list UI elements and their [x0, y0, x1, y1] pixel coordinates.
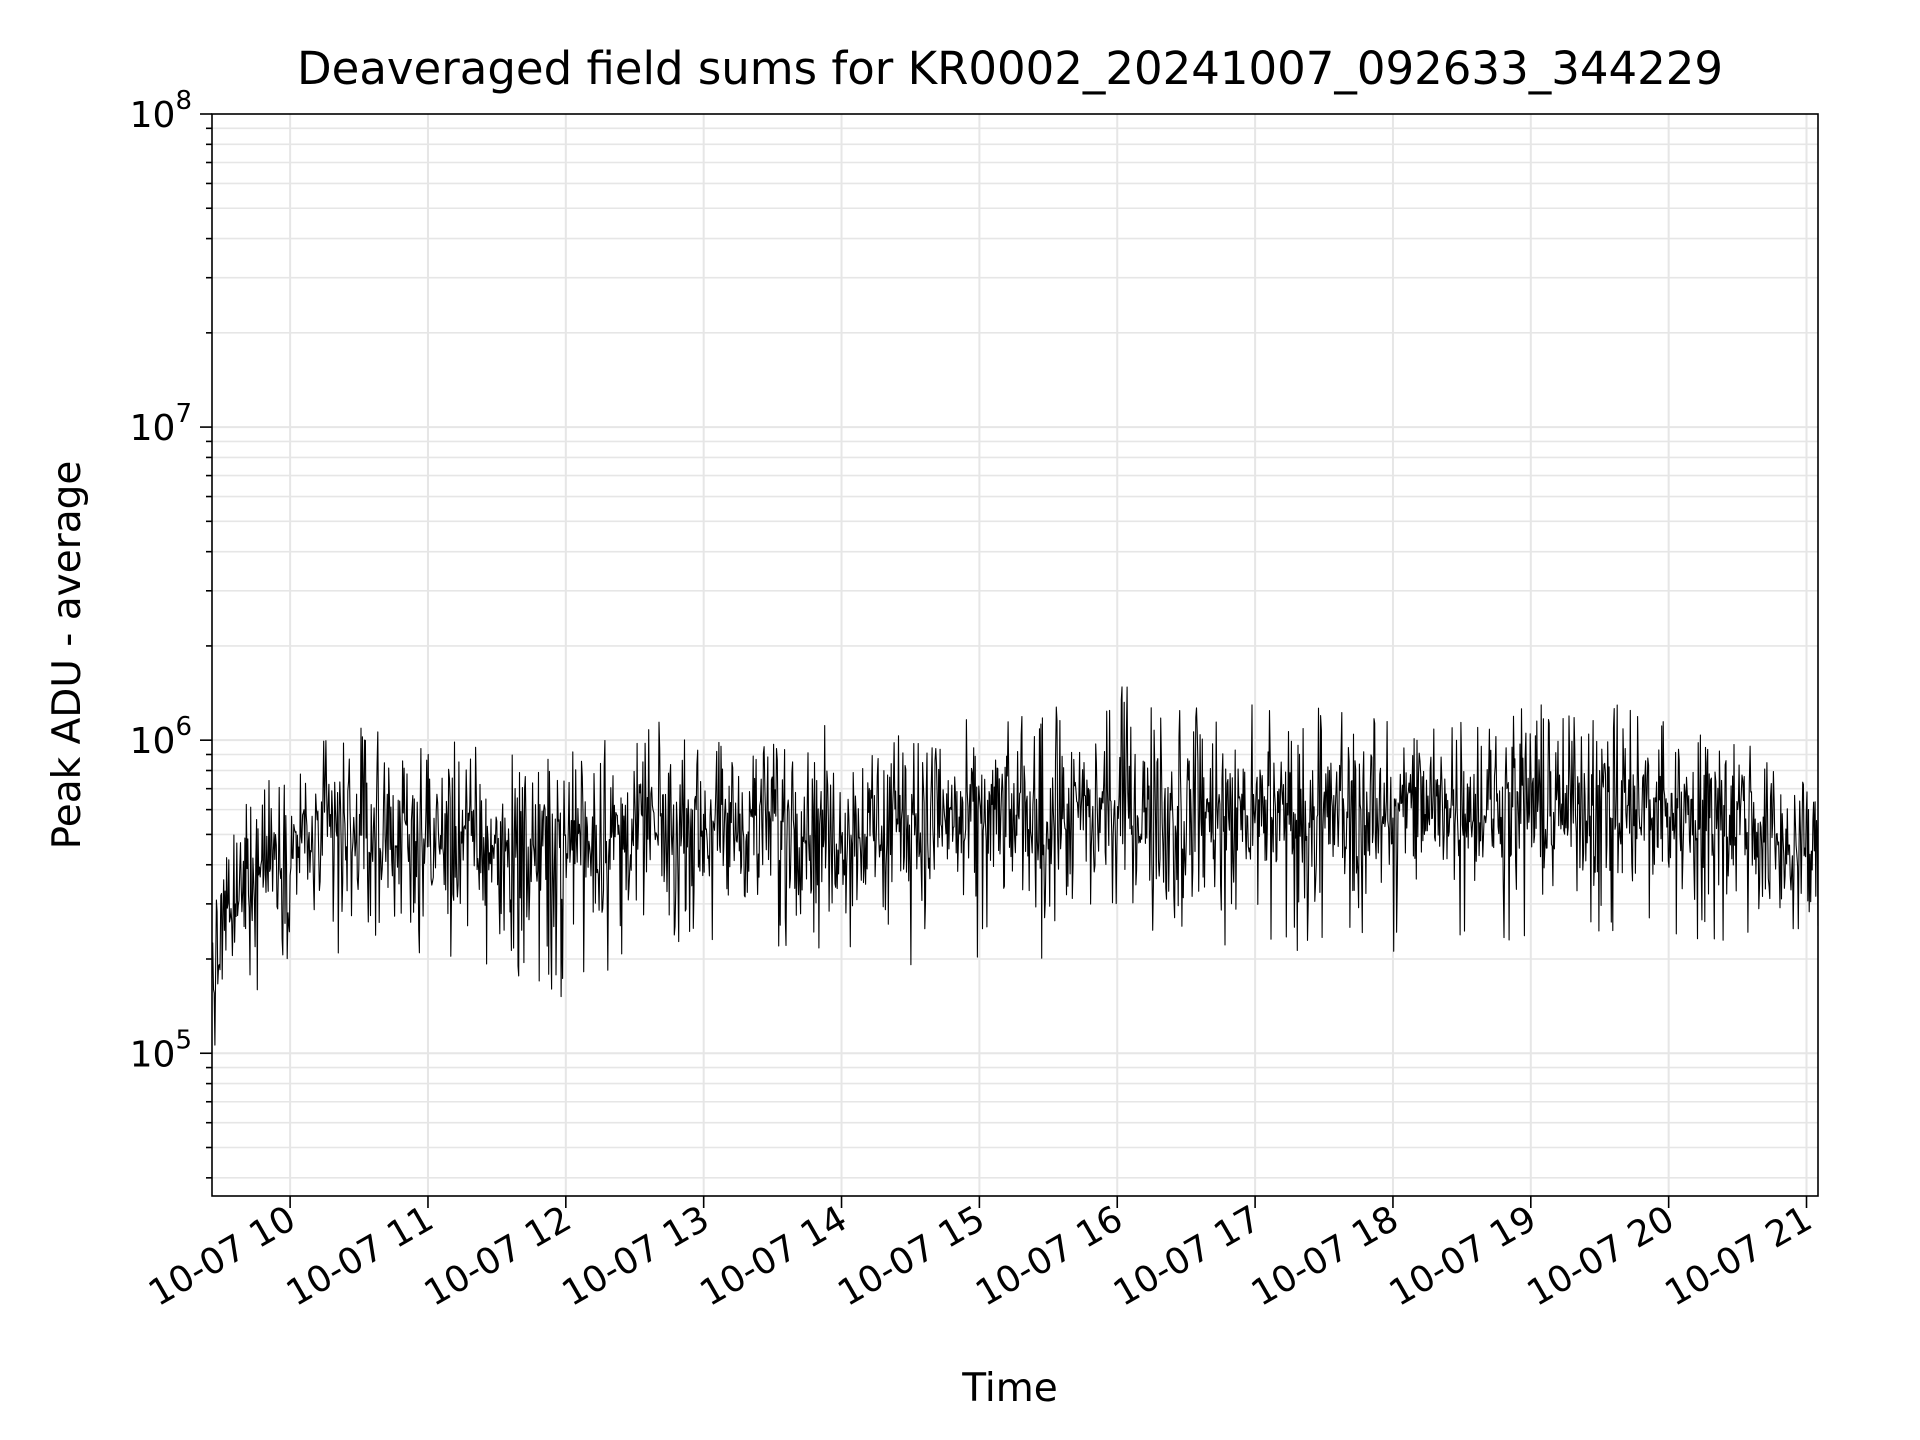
- y-tick-label: 107: [130, 399, 192, 449]
- y-tick-base: 10: [130, 408, 176, 449]
- y-tick-exponent: 5: [175, 1025, 192, 1055]
- series-line: [211, 686, 1819, 1046]
- y-tick-label: 105: [130, 1025, 192, 1075]
- y-tick-label: 106: [130, 712, 192, 762]
- y-tick-base: 10: [130, 95, 176, 136]
- x-axis-label: Time: [961, 1366, 1057, 1411]
- chart-title: Deaveraged field sums for KR0002_2024100…: [297, 42, 1723, 95]
- y-tick-label: 108: [130, 86, 192, 136]
- y-tick-base: 10: [130, 1034, 176, 1075]
- y-tick-base: 10: [130, 721, 176, 762]
- y-axis-label: Peak ADU - average: [45, 461, 90, 850]
- y-tick-exponent: 8: [175, 86, 192, 116]
- plot-frame: [211, 113, 1819, 1197]
- grid-layer: [212, 114, 1818, 1196]
- y-tick-exponent: 7: [175, 399, 192, 429]
- series-layer: [211, 686, 1819, 1046]
- y-tick-exponent: 6: [175, 712, 192, 742]
